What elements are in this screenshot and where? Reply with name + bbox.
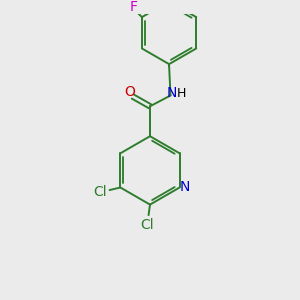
- Text: N: N: [167, 85, 177, 100]
- Text: Cl: Cl: [140, 218, 154, 232]
- Text: F: F: [129, 0, 137, 14]
- Text: H: H: [177, 87, 186, 100]
- Text: N: N: [179, 181, 190, 194]
- Text: Cl: Cl: [94, 185, 107, 199]
- Text: O: O: [124, 85, 135, 99]
